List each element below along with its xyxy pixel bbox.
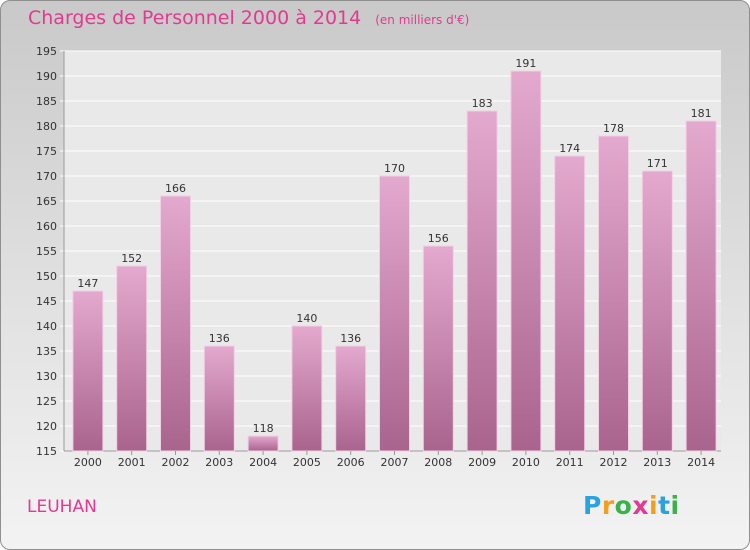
logo-letter: r xyxy=(601,491,615,520)
bar xyxy=(72,290,104,452)
logo-letter: o xyxy=(614,491,633,520)
y-tick-label: 120 xyxy=(36,420,57,433)
x-tick-label: 2006 xyxy=(337,456,365,469)
x-tick-label: 2007 xyxy=(381,456,409,469)
y-tick-label: 150 xyxy=(36,270,57,283)
bar xyxy=(203,345,235,452)
bar xyxy=(554,155,586,452)
x-tick-label: 2003 xyxy=(205,456,233,469)
y-tick-label: 115 xyxy=(36,445,57,458)
x-tick-label: 2011 xyxy=(556,456,584,469)
town-label: LEUHAN xyxy=(27,497,97,517)
bar xyxy=(510,70,542,452)
proxiti-logo: Proxiti xyxy=(583,491,680,520)
y-tick-label: 135 xyxy=(36,345,57,358)
x-tick-label: 2001 xyxy=(118,456,146,469)
bar-value-label: 174 xyxy=(559,142,580,155)
y-tick-label: 160 xyxy=(36,220,57,233)
x-tick-label: 2009 xyxy=(468,456,496,469)
x-tick-label: 2010 xyxy=(512,456,540,469)
bar xyxy=(422,245,454,452)
bar-value-label: 178 xyxy=(603,122,624,135)
y-tick-label: 155 xyxy=(36,245,57,258)
bar-value-label: 136 xyxy=(340,332,361,345)
bar xyxy=(598,135,629,452)
bar-value-label: 171 xyxy=(647,157,668,170)
bar-value-label: 118 xyxy=(253,422,274,435)
x-tick-label: 2013 xyxy=(643,456,671,469)
y-tick-label: 190 xyxy=(36,70,57,83)
bar xyxy=(641,170,673,452)
chart-title: Charges de Personnel 2000 à 2014 xyxy=(28,7,362,29)
bar-value-label: 191 xyxy=(515,57,536,70)
logo-letter: i xyxy=(670,491,680,520)
bar-value-label: 136 xyxy=(209,332,230,345)
x-tick-label: 2008 xyxy=(424,456,452,469)
bar-value-label: 152 xyxy=(121,252,142,265)
x-tick-label: 2012 xyxy=(600,456,628,469)
y-tick-label: 125 xyxy=(36,395,57,408)
bar xyxy=(247,435,279,452)
x-tick-label: 2005 xyxy=(293,456,321,469)
bar xyxy=(466,110,498,452)
x-tick-label: 2004 xyxy=(249,456,277,469)
y-tick-label: 165 xyxy=(36,195,57,208)
logo-letter: x xyxy=(632,491,649,520)
y-tick-label: 140 xyxy=(36,320,57,333)
bar-value-label: 183 xyxy=(472,97,493,110)
logo-letter: i xyxy=(649,491,659,520)
bar-value-label: 181 xyxy=(691,107,712,120)
x-tick-label: 2002 xyxy=(162,456,190,469)
logo-letter: P xyxy=(583,491,602,520)
y-tick-label: 170 xyxy=(36,170,57,183)
y-tick-label: 175 xyxy=(36,145,57,158)
y-tick-label: 195 xyxy=(36,45,57,58)
bar xyxy=(116,265,148,452)
y-tick-label: 130 xyxy=(36,370,57,383)
x-tick-label: 2000 xyxy=(74,456,102,469)
y-tick-label: 185 xyxy=(36,95,57,108)
bar-value-label: 166 xyxy=(165,182,186,195)
bar-value-label: 147 xyxy=(77,277,98,290)
y-tick-label: 145 xyxy=(36,295,57,308)
bar xyxy=(379,175,410,452)
bar xyxy=(685,120,717,452)
logo-letter: t xyxy=(658,491,671,520)
bar-value-label: 170 xyxy=(384,162,405,175)
bar-value-label: 156 xyxy=(428,232,449,245)
chart-title-block: Charges de Personnel 2000 à 2014 (en mill… xyxy=(28,7,469,29)
bar-value-label: 140 xyxy=(296,312,317,325)
bar xyxy=(335,345,367,452)
y-tick-label: 180 xyxy=(36,120,57,133)
bar xyxy=(160,195,191,452)
chart-subtitle: (en milliers d'€) xyxy=(375,13,470,27)
x-tick-label: 2014 xyxy=(687,456,715,469)
bar xyxy=(291,325,323,452)
